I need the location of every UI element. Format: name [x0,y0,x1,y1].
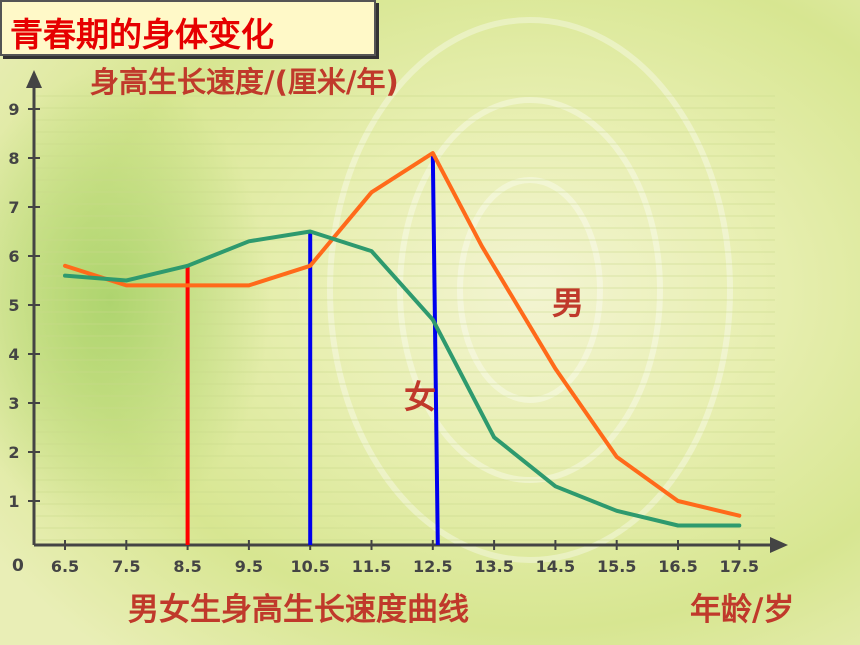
data-point [615,509,619,513]
y-tick-label: 3 [8,394,19,413]
x-tick-label: 9.5 [235,557,263,576]
x-tick-label: 10.5 [290,557,329,576]
x-tick-label: 16.5 [658,557,697,576]
data-point [615,455,619,459]
data-point [492,435,496,439]
chart-title: 男女生身高生长速度曲线 [128,592,469,628]
data-point [247,239,251,243]
male-growth-line [63,151,742,518]
x-axis-label: 年龄/岁 [690,592,794,628]
x-tick-label: 17.5 [720,557,759,576]
y-axis-arrow [26,70,42,88]
y-tick-label: 4 [8,345,19,364]
x-ticks: 6.5 7.5 8.5 9.5 10.5 11.5 12.5 13.5 14.5 15.5 16.5… [51,540,759,576]
series-label-male: 男 [552,284,584,322]
data-point [370,190,373,194]
data-point [431,151,435,155]
series-label-female: 女 [404,378,436,416]
origin-label: 0 [12,556,24,576]
female-growth-line [63,229,742,528]
data-point [63,264,67,268]
data-point [308,230,312,233]
series-lines [63,151,742,528]
data-point [370,249,373,253]
data-point [63,274,67,278]
x-tick-label: 12.5 [413,557,452,576]
data-point [124,283,128,287]
data-point [737,514,741,518]
x-tick-label: 11.5 [352,557,391,576]
data-point [186,283,190,287]
data-point [553,367,557,371]
y-tick-label: 5 [8,296,19,315]
slide-title-box: 青春期的身体变化 [0,0,376,56]
age-marker-line [430,153,440,546]
age-markers [185,153,440,546]
x-tick-label: 7.5 [112,557,140,576]
x-tick-label: 6.5 [51,557,79,576]
data-point [431,318,435,322]
data-point [247,283,251,287]
data-point [186,264,190,268]
data-point [480,244,484,248]
horizontal-gridlines [36,95,775,541]
slide-title: 青春期的身体变化 [10,15,274,54]
y-tick-label: 1 [8,492,19,511]
data-point [676,524,680,527]
x-axis-arrow [770,537,788,553]
data-point [553,484,557,488]
x-tick-label: 14.5 [536,557,575,576]
data-point [124,279,128,282]
y-tick-label: 6 [8,247,19,266]
y-tick-label: 8 [8,149,19,168]
x-tick-label: 15.5 [597,557,636,576]
y-axis-label: 身高生长速度/(厘米/年) [90,65,399,99]
x-tick-label: 13.5 [474,557,513,576]
data-point [737,524,741,527]
y-ticks: 1 2 3 4 5 6 7 8 9 [8,100,40,511]
x-tick-label: 8.5 [173,557,201,576]
y-tick-label: 2 [8,443,19,462]
y-tick-label: 7 [8,198,19,217]
data-point [308,264,312,268]
data-point [676,499,680,503]
y-tick-label: 9 [8,100,19,119]
